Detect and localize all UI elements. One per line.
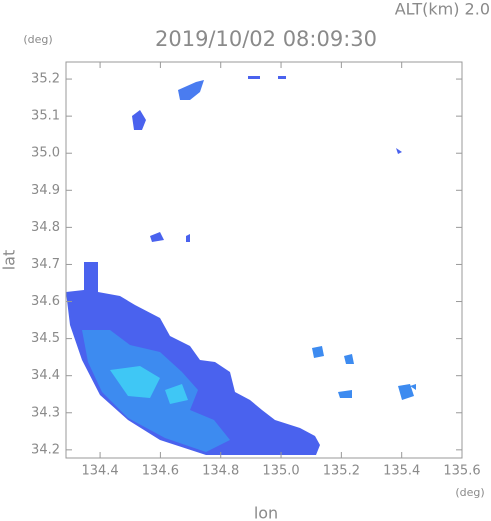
y-tick-label: 34.8 (31, 220, 60, 235)
echo (312, 346, 416, 400)
y-tick-label: 34.4 (31, 368, 60, 383)
x-tick-label: 135.2 (323, 464, 360, 479)
y-tick-label: 35.1 (31, 109, 60, 124)
altitude-label: ALT(km) 2.0 (395, 0, 490, 19)
echo (248, 76, 402, 154)
chart-title: 2019/10/02 08:09:30 (155, 27, 377, 51)
echo (132, 110, 146, 130)
plot-frame (65, 61, 463, 459)
x-tick-label: 134.8 (202, 464, 239, 479)
y-tick-label: 35.2 (31, 72, 60, 87)
radar-echoes (66, 76, 416, 455)
y-tick-label: 34.5 (31, 331, 60, 346)
y-tick-label: 34.6 (31, 294, 60, 309)
x-tick-label: 134.4 (81, 464, 118, 479)
x-tick-label: 134.6 (142, 464, 179, 479)
y-unit: (deg) (23, 33, 52, 46)
echo (110, 366, 188, 404)
y-axis-label: lat (0, 250, 19, 271)
y-tick-label: 34.3 (31, 405, 60, 420)
x-axis-label: lon (254, 504, 278, 521)
y-tick-label: 34.7 (31, 257, 60, 272)
x-unit: (deg) (455, 486, 484, 499)
echo (150, 232, 190, 242)
y-tick-label: 35.0 (31, 146, 60, 161)
x-tick-label: 135.6 (443, 464, 480, 479)
y-tick-label: 34.9 (31, 183, 60, 198)
echo (82, 330, 230, 452)
x-tick-label: 135.0 (262, 464, 299, 479)
echo (178, 80, 204, 100)
y-tick-label: 34.2 (31, 442, 60, 457)
x-tick-label: 135.4 (383, 464, 420, 479)
